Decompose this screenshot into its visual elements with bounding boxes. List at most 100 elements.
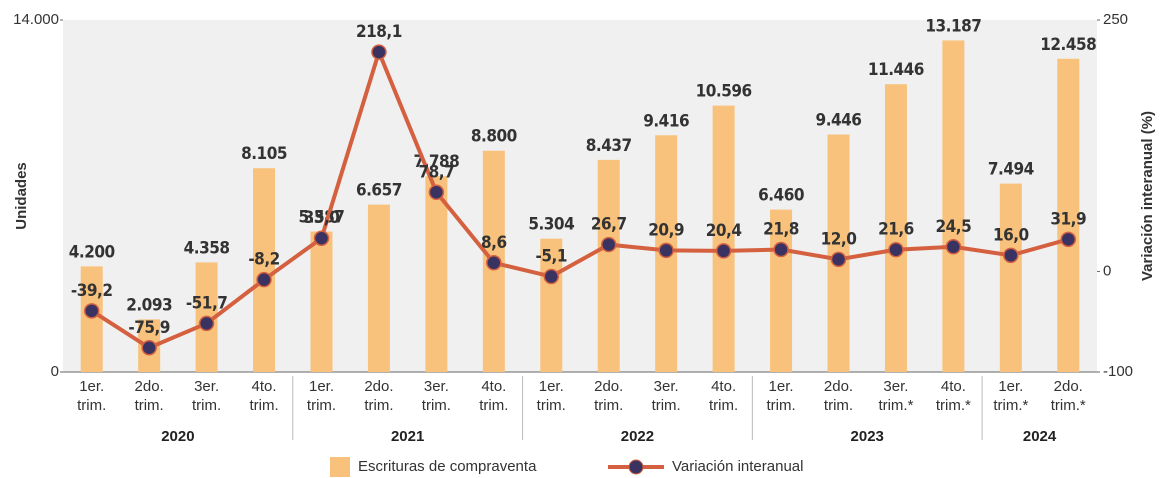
- bar-value-label: 5.587: [299, 208, 345, 228]
- bar-value-label: 10.596: [696, 82, 752, 102]
- bar-value-label: 13.187: [925, 16, 981, 36]
- line-point: [256, 271, 272, 288]
- bar: [367, 204, 390, 372]
- bar-value-label: 4.200: [69, 242, 115, 262]
- line-value-label: 24,5: [936, 217, 972, 237]
- y2-tick-label: 250: [1103, 11, 1128, 28]
- legend-label: Escrituras de compraventa: [358, 458, 537, 475]
- x-tick-label: 2do. trim.: [364, 378, 394, 414]
- line-value-label: 20,9: [648, 220, 684, 240]
- line-point: [1060, 231, 1077, 248]
- x-tick-label: 1er. trim.: [306, 378, 337, 414]
- bar-value-label: 9.416: [643, 111, 689, 131]
- x-tick-label: 4to. trim.: [249, 378, 279, 414]
- line-point: [830, 251, 847, 268]
- line-value-label: 33,0: [304, 208, 340, 228]
- bar-value-label: 5.304: [528, 215, 574, 235]
- line-point: [198, 315, 215, 332]
- line-point: [658, 242, 674, 259]
- line-value-label: 16,0: [993, 225, 1029, 245]
- y-axis-title: Unidades: [13, 162, 30, 230]
- bar-value-label: 6.657: [356, 181, 402, 201]
- line-point: [888, 241, 904, 258]
- bar-value-label: 11.446: [868, 60, 924, 80]
- year-label: 2022: [620, 428, 655, 445]
- bar-value-label: 4.358: [184, 238, 230, 258]
- x-tick-label: 1er. trim.*: [993, 378, 1029, 414]
- x-tick-label: 1er. trim.: [77, 378, 107, 414]
- bar: [80, 266, 103, 372]
- plot-area: [63, 20, 1097, 372]
- bar: [999, 183, 1022, 372]
- bar: [942, 40, 965, 373]
- line-point: [83, 303, 100, 319]
- bar-value-label: 8.800: [471, 127, 517, 147]
- bar-value-label: 2.093: [126, 295, 172, 315]
- legend-label: Variación interanual: [672, 458, 803, 475]
- year-label: 2024: [1022, 428, 1057, 445]
- bar: [1057, 58, 1080, 372]
- y-tick-label: 0: [51, 363, 59, 380]
- year-label: 2020: [161, 428, 195, 445]
- line-point: [1003, 247, 1019, 264]
- x-tick-label: 4to. trim.: [709, 378, 739, 414]
- bar-value-label: 12.458: [1040, 35, 1096, 55]
- year-label: 2023: [850, 428, 884, 445]
- bar: [425, 176, 448, 372]
- y2-tick-label: 0: [1103, 262, 1111, 279]
- line-point: [371, 44, 387, 60]
- x-tick-label: 2do. trim.: [823, 378, 854, 414]
- x-tick-label: 1er. trim.: [766, 378, 796, 414]
- x-tick-label: 4to. trim.*: [935, 378, 971, 414]
- year-label: 2021: [390, 428, 425, 445]
- line-value-label: -75,9: [128, 318, 170, 338]
- line-value-label: -39,2: [71, 281, 113, 301]
- x-tick-label: 3er. trim.*: [878, 378, 914, 414]
- bar-value-label: 6.460: [758, 186, 804, 206]
- x-tick-label: 3er. trim.: [192, 378, 222, 414]
- line-value-label: 8,6: [481, 233, 507, 253]
- bar-value-label: 8.105: [241, 144, 287, 164]
- line-value-label: 26,7: [591, 215, 627, 235]
- x-tick-label: 1er. trim.: [536, 378, 566, 414]
- bar: [712, 105, 735, 372]
- x-tick-label: 2do. trim.: [134, 378, 164, 414]
- legend-swatch: [330, 457, 350, 477]
- line-point: [428, 184, 445, 201]
- line-value-label: -5,1: [536, 247, 567, 267]
- bar: [884, 84, 907, 373]
- line-point: [543, 268, 560, 285]
- line-point: [141, 340, 157, 356]
- bar: [253, 168, 276, 372]
- line-point: [715, 243, 732, 259]
- line-point: [486, 255, 502, 271]
- line-point: [313, 230, 330, 246]
- legend-swatch: [628, 459, 644, 475]
- bar-value-label: 9.446: [816, 111, 862, 131]
- line: [90, 46, 1069, 351]
- line-value-label: 21,8: [763, 220, 799, 240]
- x-tick-label: 4to. trim.: [479, 378, 509, 414]
- line-value-label: 20,4: [706, 221, 742, 241]
- line-value-label: 218,1: [356, 22, 402, 42]
- x-tick-label: 2do. trim.: [594, 378, 624, 414]
- bar: [597, 159, 620, 372]
- bar-value-label: 7.494: [988, 160, 1034, 180]
- line-value-label: -8,2: [248, 250, 279, 270]
- x-tick-label: 2do. trim.*: [1050, 378, 1086, 414]
- x-tick-label: 3er. trim.: [421, 378, 451, 414]
- legend: Escrituras de compraventa Variación inter…: [330, 457, 803, 477]
- y2-axis-title: Variación interanual (%): [1139, 111, 1156, 281]
- line-value-label: 12,0: [821, 229, 857, 249]
- line-point: [773, 241, 789, 258]
- y2-tick-label: -100: [1103, 363, 1133, 380]
- line-value-label: 78,7: [419, 162, 455, 182]
- line-point: [600, 236, 617, 253]
- line-value-label: -51,7: [186, 293, 228, 313]
- x-tick-label: 3er. trim.: [651, 378, 681, 414]
- bar: [310, 231, 333, 372]
- line-point: [945, 239, 962, 255]
- line-value-label: 21,6: [878, 220, 914, 240]
